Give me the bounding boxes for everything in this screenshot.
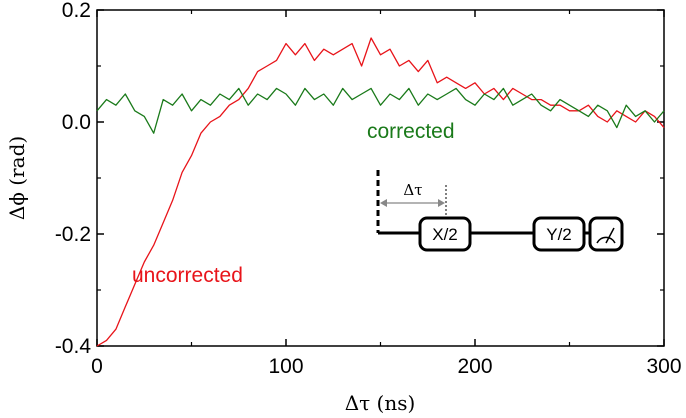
y-tick-label: -0.4: [55, 335, 92, 358]
x-tick-label: 0: [91, 355, 103, 378]
axis-ticks: 0 100 200 300 0.2 0.0 -0.2 -0.4: [55, 0, 682, 378]
uncorrected-series-line: [96, 37, 665, 347]
x-tick-label: 200: [457, 355, 492, 378]
pulse-sequence-inset: Δτ X/2 Y/2: [268, 168, 624, 252]
x-tick-label: 100: [268, 355, 303, 378]
corrected-annotation: corrected: [367, 120, 455, 143]
delay-arrow-left-head: [380, 199, 387, 207]
uncorrected-annotation: uncorrected: [132, 264, 243, 287]
delay-arrow-right-head: [438, 199, 445, 207]
series-group: [96, 37, 665, 347]
x-tick-label: 300: [646, 355, 681, 378]
y-axis-label: Δϕ (rad): [5, 136, 29, 220]
y-tick-label: -0.2: [55, 223, 91, 246]
corrected-series-line: [96, 87, 665, 134]
gate-x2-box: [418, 216, 472, 252]
meter-box: [588, 216, 624, 252]
gate-y2-box: [532, 216, 586, 252]
y-tick-label: 0.0: [62, 111, 91, 134]
gate-x2-label: X/2: [432, 225, 458, 244]
plot-frame: [96, 9, 665, 347]
meter-icon: [596, 227, 616, 244]
delay-label: Δτ: [403, 181, 422, 199]
x-axis-label: Δτ (ns): [345, 391, 416, 415]
y-tick-label: 0.2: [62, 0, 91, 22]
gate-y2-label: Y/2: [546, 225, 572, 244]
